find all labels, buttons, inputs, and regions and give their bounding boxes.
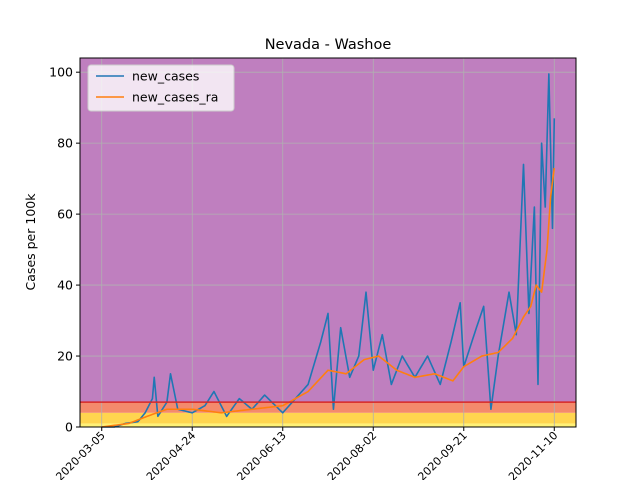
risk-band-1 [80, 412, 576, 424]
y-tick-label-2: 40 [57, 278, 73, 293]
series-lines [101, 73, 556, 428]
legend-label-new-cases: new_cases [132, 69, 199, 84]
y-tick-label-4: 80 [57, 136, 73, 151]
risk-band-2 [80, 402, 576, 413]
series-line-new-cases [101, 73, 556, 428]
legend: new_cases new_cases_ra [87, 64, 235, 112]
risk-band-3 [80, 58, 576, 403]
legend-box [87, 64, 235, 112]
risk-band-0 [80, 423, 576, 427]
y-tick-label-5: 100 [49, 65, 73, 80]
y-axis-label: Cases per 100k [23, 193, 38, 291]
risk-bands [80, 58, 576, 427]
y-tick-label-3: 60 [57, 207, 73, 222]
y-tick-label-0: 0 [65, 420, 73, 435]
legend-label-new-cases-ra: new_cases_ra [132, 90, 218, 105]
y-tick-label-1: 20 [57, 349, 73, 364]
chart-title: Nevada - Washoe [265, 37, 392, 53]
series-line-new-cases-ra [101, 167, 556, 428]
plot-frame [79, 57, 577, 428]
y-axis-ticks: 0 20 40 60 80 100 [49, 65, 80, 435]
